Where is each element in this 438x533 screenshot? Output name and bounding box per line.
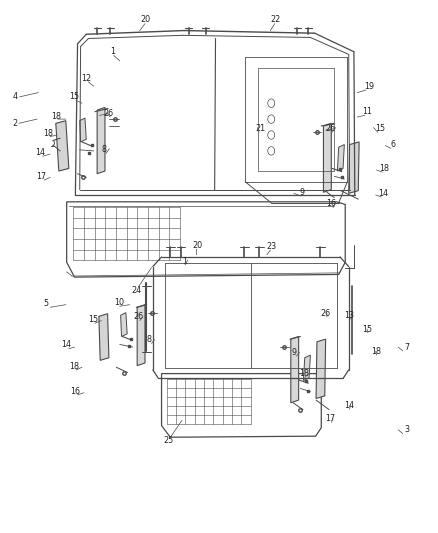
Text: 24: 24 xyxy=(131,286,141,295)
Text: 14: 14 xyxy=(344,401,354,410)
Text: 1: 1 xyxy=(110,47,115,56)
Text: 11: 11 xyxy=(362,107,372,116)
Text: 14: 14 xyxy=(35,148,46,157)
Text: 14: 14 xyxy=(378,189,389,198)
Text: 8: 8 xyxy=(101,146,106,155)
Text: 6: 6 xyxy=(391,140,396,149)
Text: 12: 12 xyxy=(81,74,91,83)
Text: 8: 8 xyxy=(147,335,152,344)
Text: 26: 26 xyxy=(103,109,113,118)
Polygon shape xyxy=(120,313,127,336)
Text: 10: 10 xyxy=(114,298,124,307)
Text: 7: 7 xyxy=(404,343,410,352)
Text: 9: 9 xyxy=(299,188,304,197)
Text: 25: 25 xyxy=(164,436,174,445)
Text: 4: 4 xyxy=(13,92,18,101)
Text: 17: 17 xyxy=(36,172,46,181)
Text: 17: 17 xyxy=(325,414,335,423)
Polygon shape xyxy=(97,108,105,174)
Text: 19: 19 xyxy=(364,82,374,91)
Text: 23: 23 xyxy=(266,242,276,251)
Text: 9: 9 xyxy=(291,348,297,357)
Text: 15: 15 xyxy=(70,92,80,101)
Text: 18: 18 xyxy=(70,362,80,370)
Text: 2: 2 xyxy=(12,119,17,128)
Text: 20: 20 xyxy=(192,241,202,250)
Text: 22: 22 xyxy=(270,15,281,25)
Polygon shape xyxy=(337,144,344,171)
Polygon shape xyxy=(316,339,325,399)
Text: 14: 14 xyxy=(61,341,71,350)
Text: 15: 15 xyxy=(88,315,98,324)
Text: 18: 18 xyxy=(51,112,61,122)
Text: 1: 1 xyxy=(182,257,187,265)
Text: 26: 26 xyxy=(321,309,331,318)
Text: 13: 13 xyxy=(344,311,354,320)
Text: 26: 26 xyxy=(325,124,335,133)
Text: 16: 16 xyxy=(71,386,81,395)
Polygon shape xyxy=(137,305,145,366)
Text: 3: 3 xyxy=(405,425,410,434)
Polygon shape xyxy=(80,118,86,142)
Text: 18: 18 xyxy=(299,369,309,378)
Polygon shape xyxy=(349,142,359,193)
Text: 18: 18 xyxy=(371,347,381,356)
Polygon shape xyxy=(99,314,109,360)
Text: 21: 21 xyxy=(255,124,265,133)
Text: 20: 20 xyxy=(140,15,150,25)
Text: 26: 26 xyxy=(134,312,144,321)
Polygon shape xyxy=(304,355,311,381)
Text: 18: 18 xyxy=(379,164,389,173)
Text: 15: 15 xyxy=(375,124,385,133)
Polygon shape xyxy=(323,123,331,192)
Polygon shape xyxy=(291,336,299,403)
Text: 16: 16 xyxy=(326,199,336,208)
Text: 18: 18 xyxy=(43,130,53,139)
Text: 15: 15 xyxy=(362,325,372,334)
Text: 5: 5 xyxy=(43,299,48,308)
Polygon shape xyxy=(56,120,69,171)
